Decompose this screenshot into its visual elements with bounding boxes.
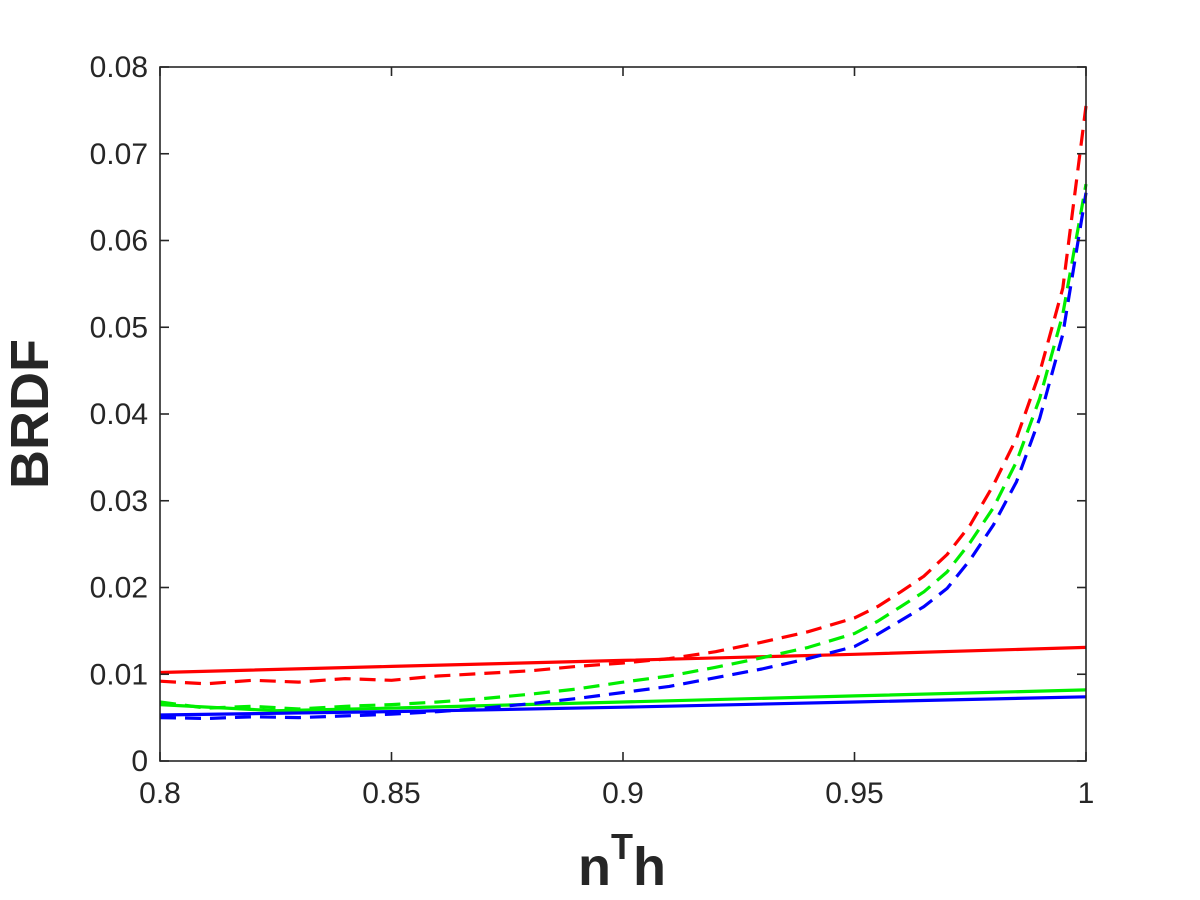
y-tick-label: 0.04 xyxy=(90,398,148,431)
x-axis-label-tail: h xyxy=(633,837,666,897)
y-tick-label: 0.01 xyxy=(90,658,148,691)
x-axis-label-superscript: T xyxy=(611,826,633,867)
x-tick-label: 0.8 xyxy=(139,777,181,810)
y-tick-label: 0.07 xyxy=(90,138,148,171)
y-tick-label: 0.03 xyxy=(90,485,148,518)
y-tick-label: 0.08 xyxy=(90,51,148,84)
y-tick-label: 0.05 xyxy=(90,311,148,344)
x-tick-label: 0.85 xyxy=(362,777,420,810)
x-axis-label-base: n xyxy=(578,837,611,897)
tick-labels-layer: 0.8 0.85 0.9 0.95 1 0 0.01 0.02 0.03 0.04 0.05 0.06… xyxy=(90,51,1095,810)
y-axis-label: BRDF xyxy=(0,339,60,489)
y-tick-label: 0.02 xyxy=(90,572,148,605)
series-layer xyxy=(159,105,1088,721)
series-line-5-dashed xyxy=(159,183,1088,711)
series-line-4-dashed xyxy=(159,105,1088,686)
ticks-layer xyxy=(159,66,1087,762)
x-tick-label: 0.9 xyxy=(602,777,644,810)
series-line-2-solid xyxy=(159,688,1087,713)
y-tick-label: 0.06 xyxy=(90,225,148,258)
plot-frame xyxy=(159,66,1087,762)
series-line-3-solid xyxy=(159,695,1087,717)
y-tick-label: 0 xyxy=(131,745,148,778)
x-tick-label: 0.95 xyxy=(825,777,883,810)
series-line-6-dashed xyxy=(159,192,1088,721)
x-tick-label: 1 xyxy=(1078,777,1095,810)
series-line-1-solid xyxy=(159,645,1087,675)
x-axis-label: nTh xyxy=(578,826,666,897)
